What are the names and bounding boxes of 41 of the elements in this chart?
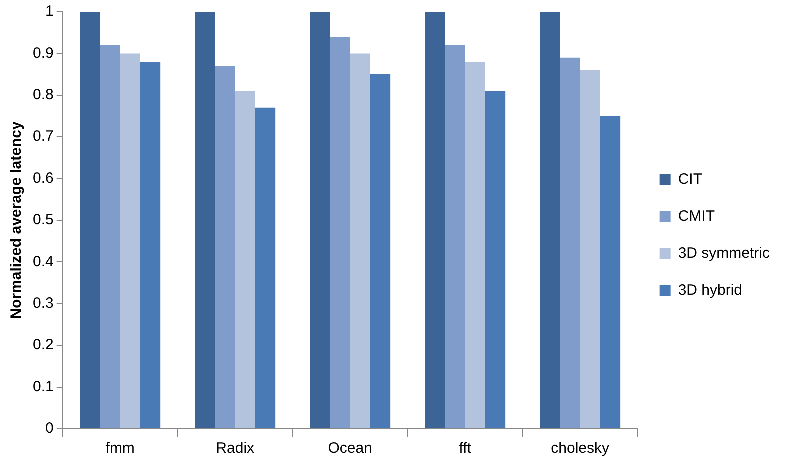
bar xyxy=(540,12,560,428)
bar xyxy=(215,66,236,428)
y-tick-label: 0.4 xyxy=(32,253,54,270)
y-tick-label: 1 xyxy=(46,3,54,20)
bar xyxy=(560,58,580,428)
y-tick-label: 0.9 xyxy=(32,44,54,62)
bar xyxy=(255,108,276,428)
y-tick-label: 0.6 xyxy=(32,170,54,187)
y-tick-label: 0.1 xyxy=(32,378,54,396)
bar xyxy=(235,91,256,428)
bar xyxy=(140,62,161,428)
x-tick-label: fft xyxy=(459,440,472,458)
bar xyxy=(445,45,466,428)
x-tick-label: cholesky xyxy=(551,440,610,458)
legend-label: 3D symmetric xyxy=(678,245,770,262)
y-tick-label: 0.7 xyxy=(32,128,54,146)
y-tick-label: 0.5 xyxy=(32,212,54,229)
legend-label: CMIT xyxy=(678,208,715,226)
bar xyxy=(485,91,506,428)
y-tick-label: 0.3 xyxy=(32,295,54,312)
bar xyxy=(465,62,486,428)
x-tick-label: Ocean xyxy=(328,440,372,458)
bar xyxy=(80,12,100,428)
bar xyxy=(600,116,621,428)
x-tick-label: fmm xyxy=(106,440,135,458)
y-tick-label: 0 xyxy=(46,420,54,438)
x-tick-label: Radix xyxy=(216,440,256,458)
bar xyxy=(120,54,140,428)
bar xyxy=(370,74,391,428)
bar xyxy=(330,37,350,428)
y-tick-label: 0.8 xyxy=(32,86,54,104)
bar xyxy=(310,12,330,428)
legend-label: 3D hybrid xyxy=(678,282,743,300)
y-axis-title: Normalized average latency xyxy=(8,121,26,320)
bar xyxy=(100,45,120,428)
legend-label: CIT xyxy=(678,171,702,188)
bar xyxy=(195,12,216,428)
bar xyxy=(350,54,370,428)
bar xyxy=(425,12,446,428)
bar xyxy=(580,70,600,428)
y-tick-label: 0.2 xyxy=(32,336,54,354)
